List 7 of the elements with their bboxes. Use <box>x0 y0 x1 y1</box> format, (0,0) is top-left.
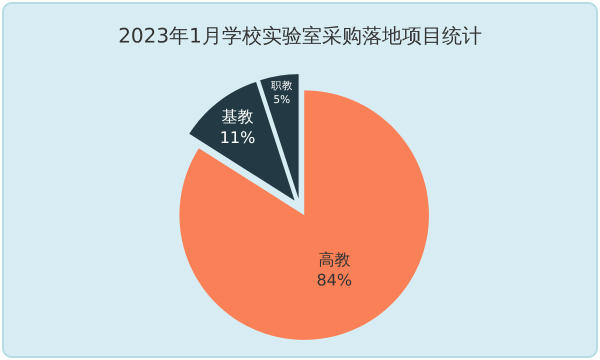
data-label: 84% <box>316 270 352 290</box>
slice-label: 高教 <box>318 250 350 269</box>
chart-title: 2023年1月学校实验室采购落地项目统计 <box>118 24 482 48</box>
data-label: 5% <box>273 94 290 106</box>
data-label: 11% <box>220 128 256 147</box>
slice-label: 职教 <box>270 80 293 92</box>
slice-label: 基教 <box>222 107 254 126</box>
